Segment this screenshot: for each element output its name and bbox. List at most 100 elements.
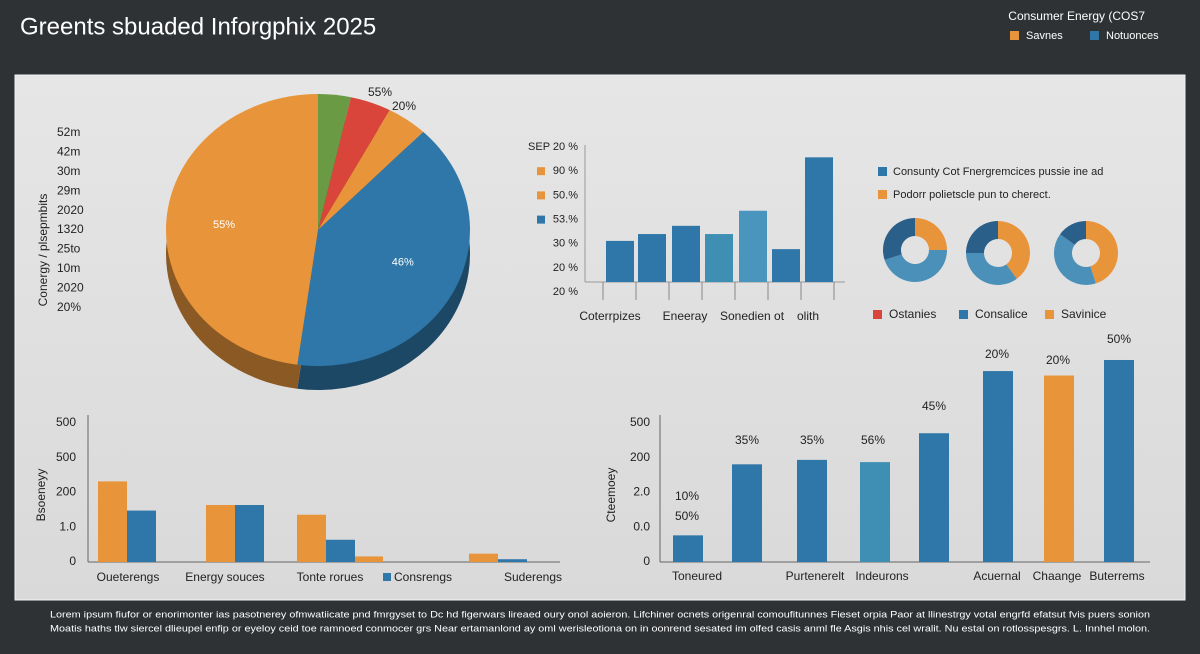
legend-swatch <box>873 310 882 319</box>
bar <box>673 535 703 562</box>
x-tick-label: Tonte rorues <box>297 570 364 584</box>
side-label: 10m <box>57 261 80 275</box>
y-tick-label: 20 % <box>553 262 578 274</box>
bar <box>326 539 355 562</box>
bar <box>469 553 498 562</box>
donut-slice <box>998 221 1030 279</box>
side-label: 25to <box>57 242 81 256</box>
y-tick-label: 0 <box>643 554 650 568</box>
y-tick-label: 500 <box>56 415 76 429</box>
x-tick-label: Suderengs <box>504 570 562 584</box>
legend-swatch <box>878 167 887 176</box>
side-label: 20% <box>57 300 81 314</box>
x-tick-label: Oueterengs <box>97 570 160 584</box>
x-tick-label: Acuernal <box>973 569 1020 583</box>
y-tick-label: 53.% <box>553 214 578 226</box>
y-tick-label: 30 % <box>553 238 578 250</box>
side-label: 29m <box>57 183 80 197</box>
bar <box>354 556 383 562</box>
bar <box>98 481 127 562</box>
annotation: 56% <box>861 433 885 447</box>
side-label: 2020 <box>57 280 84 294</box>
bar <box>772 249 800 282</box>
value-label: 55% <box>213 219 235 231</box>
bar <box>732 464 762 562</box>
annotation: 50% <box>675 509 699 523</box>
bar <box>1104 359 1134 562</box>
y-tick-label: 200 <box>56 485 76 499</box>
bar <box>672 225 700 282</box>
tick-marker <box>383 573 391 581</box>
x-tick-label: olith <box>797 309 819 323</box>
tick-marker <box>537 167 545 176</box>
legend-swatch <box>959 310 968 319</box>
x-tick-label: Buterrems <box>1089 569 1144 583</box>
side-label: 1320 <box>57 222 84 236</box>
pie-slice <box>318 94 351 230</box>
donut-slice <box>1054 234 1096 286</box>
legend-label: Savinice <box>1061 307 1107 321</box>
bar <box>638 234 666 282</box>
bar <box>705 234 733 282</box>
x-tick-label: Eneeray <box>663 309 708 323</box>
donut-slice <box>915 218 947 250</box>
footer-text: Lorem ipsum fiufor or enorimonter ias pa… <box>50 610 1150 621</box>
bar <box>206 505 235 562</box>
annotation: 55% <box>368 85 392 99</box>
bar <box>235 505 264 562</box>
y-tick-label: 90 % <box>553 165 578 177</box>
bar <box>127 510 156 562</box>
annotation: 10% <box>675 489 699 503</box>
bar <box>919 433 949 562</box>
legend-label: Consunty Cot Fnergremcices pussie ine ad <box>893 166 1103 178</box>
subtitle: Consumer Energy (COS7 <box>1008 9 1145 23</box>
bar <box>983 371 1013 562</box>
annotation: 50% <box>1107 332 1131 346</box>
legend-label: Ostanies <box>889 307 936 321</box>
legend-label: Notuonces <box>1106 30 1159 42</box>
y-tick-label: 2.0 <box>633 485 650 499</box>
x-tick-label: Energy souces <box>185 570 264 584</box>
donut-slice <box>884 250 947 283</box>
value-label: 46% <box>392 256 414 268</box>
y-tick-label: 50.% <box>553 189 578 201</box>
y-tick-label: SEP 20 % <box>528 141 578 153</box>
annotation: 20% <box>985 347 1009 361</box>
bar <box>297 514 326 562</box>
x-tick-label: Purtenerelt <box>786 569 845 583</box>
pie-slice <box>318 97 390 230</box>
legend-label: Consalice <box>975 307 1028 321</box>
x-tick-label: Indeurons <box>855 569 908 583</box>
donut-slice <box>965 253 1017 286</box>
donut-slice <box>966 221 998 253</box>
tick-marker <box>537 215 545 224</box>
tick-marker <box>537 191 545 200</box>
legend-swatch <box>1045 310 1054 319</box>
y-tick-label: 0.0 <box>633 519 650 533</box>
axis-label: Cteemoey <box>604 468 618 523</box>
x-tick-label: Consrengs <box>394 570 452 584</box>
legend-label: Podorr polietscle pun to cherect. <box>893 189 1051 201</box>
side-label: 30m <box>57 164 80 178</box>
side-label: 52m <box>57 125 80 139</box>
side-label: 42m <box>57 145 80 159</box>
donut-slice <box>882 218 915 260</box>
legend-swatch <box>878 190 887 199</box>
donut-slice <box>1060 221 1086 245</box>
title: Greents sbuaded Inforgphix 2025 <box>20 13 376 40</box>
bar <box>606 240 634 282</box>
x-tick-label: Toneured <box>672 569 722 583</box>
pie-slice <box>318 110 424 230</box>
y-tick-label: 0 <box>69 554 76 568</box>
legend-label: Savnes <box>1026 30 1063 42</box>
annotation: 35% <box>800 433 824 447</box>
bar <box>805 157 833 282</box>
x-tick-label: Sonedien ot <box>720 309 785 323</box>
bar <box>860 462 890 562</box>
donut-slice <box>1086 221 1119 284</box>
bar <box>498 559 527 562</box>
annotation: 45% <box>922 399 946 413</box>
annotation: 20% <box>392 99 416 113</box>
